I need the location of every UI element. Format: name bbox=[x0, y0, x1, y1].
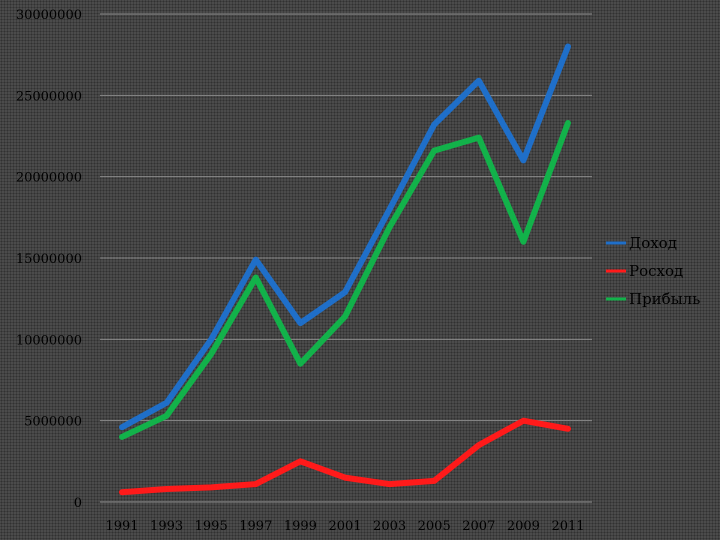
x-tick-label: 2001 bbox=[328, 519, 361, 534]
series-line-2 bbox=[119, 120, 571, 440]
data-point bbox=[478, 137, 480, 139]
y-tick-label: 25000000 bbox=[16, 89, 82, 104]
data-point bbox=[522, 159, 524, 161]
data-point bbox=[389, 483, 391, 485]
data-point bbox=[166, 415, 168, 417]
x-tick-label: 1995 bbox=[195, 519, 228, 534]
x-tick-label: 2003 bbox=[373, 519, 406, 534]
data-point bbox=[121, 491, 123, 493]
data-point bbox=[255, 483, 257, 485]
data-point bbox=[478, 80, 480, 82]
series-line-0 bbox=[119, 43, 571, 431]
x-tick-label: 2007 bbox=[462, 519, 495, 534]
data-point bbox=[433, 124, 435, 126]
y-tick-label: 15000000 bbox=[16, 252, 82, 267]
x-tick-label: 2005 bbox=[418, 519, 451, 534]
data-point bbox=[210, 338, 212, 340]
data-point bbox=[344, 477, 346, 479]
y-tick-label: 20000000 bbox=[16, 171, 82, 186]
data-point bbox=[210, 353, 212, 355]
legend-label: Прибыль bbox=[629, 290, 700, 308]
x-tick-label: 1999 bbox=[284, 519, 317, 534]
data-point bbox=[121, 426, 123, 428]
data-point bbox=[433, 150, 435, 152]
data-point bbox=[299, 460, 301, 462]
data-point bbox=[567, 122, 569, 124]
y-tick-label: 10000000 bbox=[16, 333, 82, 348]
legend-label: Доход bbox=[629, 234, 677, 252]
x-tick-label: 1997 bbox=[239, 519, 272, 534]
data-point bbox=[522, 420, 524, 422]
data-point bbox=[299, 363, 301, 365]
data-point bbox=[478, 444, 480, 446]
data-point bbox=[389, 208, 391, 210]
series-line-1 bbox=[119, 417, 571, 496]
data-point bbox=[121, 436, 123, 438]
data-point bbox=[389, 226, 391, 228]
y-tick-label: 5000000 bbox=[24, 415, 82, 430]
data-point bbox=[166, 402, 168, 404]
data-point bbox=[210, 486, 212, 488]
x-tick-label: 1991 bbox=[105, 519, 138, 534]
y-tick-label: 0 bbox=[74, 496, 82, 511]
data-point bbox=[166, 488, 168, 490]
data-point bbox=[255, 259, 257, 261]
x-tick-label: 2011 bbox=[551, 519, 584, 534]
legend-label: Росход bbox=[629, 262, 683, 280]
x-tick-label: 1993 bbox=[150, 519, 183, 534]
y-tick-label: 30000000 bbox=[16, 8, 82, 23]
data-point bbox=[522, 241, 524, 243]
data-point bbox=[255, 277, 257, 279]
data-point bbox=[344, 316, 346, 318]
data-point bbox=[567, 428, 569, 430]
data-point bbox=[344, 291, 346, 293]
data-point bbox=[567, 46, 569, 48]
data-point bbox=[299, 322, 301, 324]
data-point bbox=[433, 480, 435, 482]
x-tick-label: 2009 bbox=[507, 519, 540, 534]
